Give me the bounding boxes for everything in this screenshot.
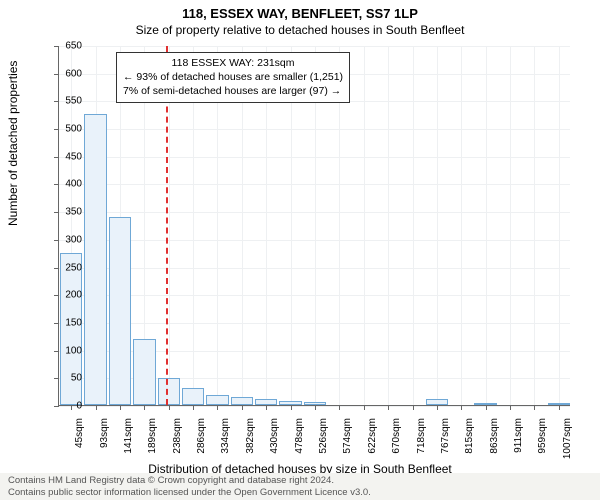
x-tick [120, 405, 121, 410]
x-tick [339, 405, 340, 410]
y-tick-label: 400 [46, 179, 82, 190]
histogram-bar [84, 114, 106, 405]
chart-title-main: 118, ESSEX WAY, BENFLEET, SS7 1LP [0, 0, 600, 21]
y-tick-label: 450 [46, 151, 82, 162]
x-tick [266, 405, 267, 410]
x-tick-label: 863sqm [489, 418, 500, 478]
x-tick [534, 405, 535, 410]
gridline-v [486, 46, 487, 405]
x-tick [437, 405, 438, 410]
x-tick [96, 405, 97, 410]
y-tick-label: 200 [46, 290, 82, 301]
y-axis-label: Number of detached properties [6, 61, 20, 226]
gridline-v [534, 46, 535, 405]
x-tick [486, 405, 487, 410]
histogram-bar [109, 217, 131, 405]
x-tick [364, 405, 365, 410]
chart-plot-area: 118 ESSEX WAY: 231sqm ← 93% of detached … [58, 46, 570, 406]
gridline-v [559, 46, 560, 405]
y-tick-label: 100 [46, 345, 82, 356]
x-tick-label: 238sqm [172, 418, 183, 478]
gridline-v [510, 46, 511, 405]
x-tick-label: 141sqm [123, 418, 134, 478]
x-tick-label: 478sqm [294, 418, 305, 478]
y-tick-label: 150 [46, 317, 82, 328]
x-tick [510, 405, 511, 410]
annotation-line2: ← 93% of detached houses are smaller (1,… [123, 70, 343, 84]
footer-line2: Contains public sector information licen… [8, 487, 592, 498]
y-tick-label: 250 [46, 262, 82, 273]
y-tick-label: 550 [46, 96, 82, 107]
histogram-bar [182, 388, 204, 405]
x-tick [461, 405, 462, 410]
annotation-box: 118 ESSEX WAY: 231sqm ← 93% of detached … [116, 52, 350, 103]
x-tick-label: 718sqm [416, 418, 427, 478]
histogram-bar [206, 395, 228, 405]
x-tick-label: 382sqm [245, 418, 256, 478]
x-tick-label: 670sqm [391, 418, 402, 478]
y-tick-label: 50 [46, 373, 82, 384]
gridline-v [388, 46, 389, 405]
y-tick-label: 350 [46, 207, 82, 218]
x-tick [169, 405, 170, 410]
x-tick [413, 405, 414, 410]
y-tick-label: 300 [46, 234, 82, 245]
x-tick-label: 430sqm [269, 418, 280, 478]
x-tick-label: 334sqm [220, 418, 231, 478]
gridline-v [413, 46, 414, 405]
x-tick-label: 45sqm [74, 418, 85, 478]
x-tick-label: 574sqm [342, 418, 353, 478]
histogram-bar [133, 339, 155, 405]
x-tick [217, 405, 218, 410]
x-tick [315, 405, 316, 410]
annotation-line1: 118 ESSEX WAY: 231sqm [123, 56, 343, 70]
x-tick-label: 1007sqm [562, 418, 573, 478]
x-tick-label: 286sqm [196, 418, 207, 478]
y-tick-label: 600 [46, 68, 82, 79]
x-tick-label: 189sqm [147, 418, 158, 478]
x-tick-label: 959sqm [537, 418, 548, 478]
gridline-v [437, 46, 438, 405]
x-tick [559, 405, 560, 410]
x-tick-label: 815sqm [464, 418, 475, 478]
gridline-v [364, 46, 365, 405]
y-tick-label: 0 [46, 401, 82, 412]
x-tick-label: 526sqm [318, 418, 329, 478]
x-tick-label: 767sqm [440, 418, 451, 478]
annotation-line3: 7% of semi-detached houses are larger (9… [123, 84, 343, 98]
x-tick [242, 405, 243, 410]
x-tick [388, 405, 389, 410]
x-tick-label: 93sqm [99, 418, 110, 478]
x-tick-label: 622sqm [367, 418, 378, 478]
y-tick-label: 500 [46, 124, 82, 135]
x-tick [291, 405, 292, 410]
x-tick [193, 405, 194, 410]
histogram-bar [158, 378, 180, 405]
x-tick [144, 405, 145, 410]
histogram-bar [231, 397, 253, 405]
x-tick-label: 911sqm [513, 418, 524, 478]
gridline-v [461, 46, 462, 405]
chart-title-sub: Size of property relative to detached ho… [0, 21, 600, 37]
y-tick-label: 650 [46, 41, 82, 52]
